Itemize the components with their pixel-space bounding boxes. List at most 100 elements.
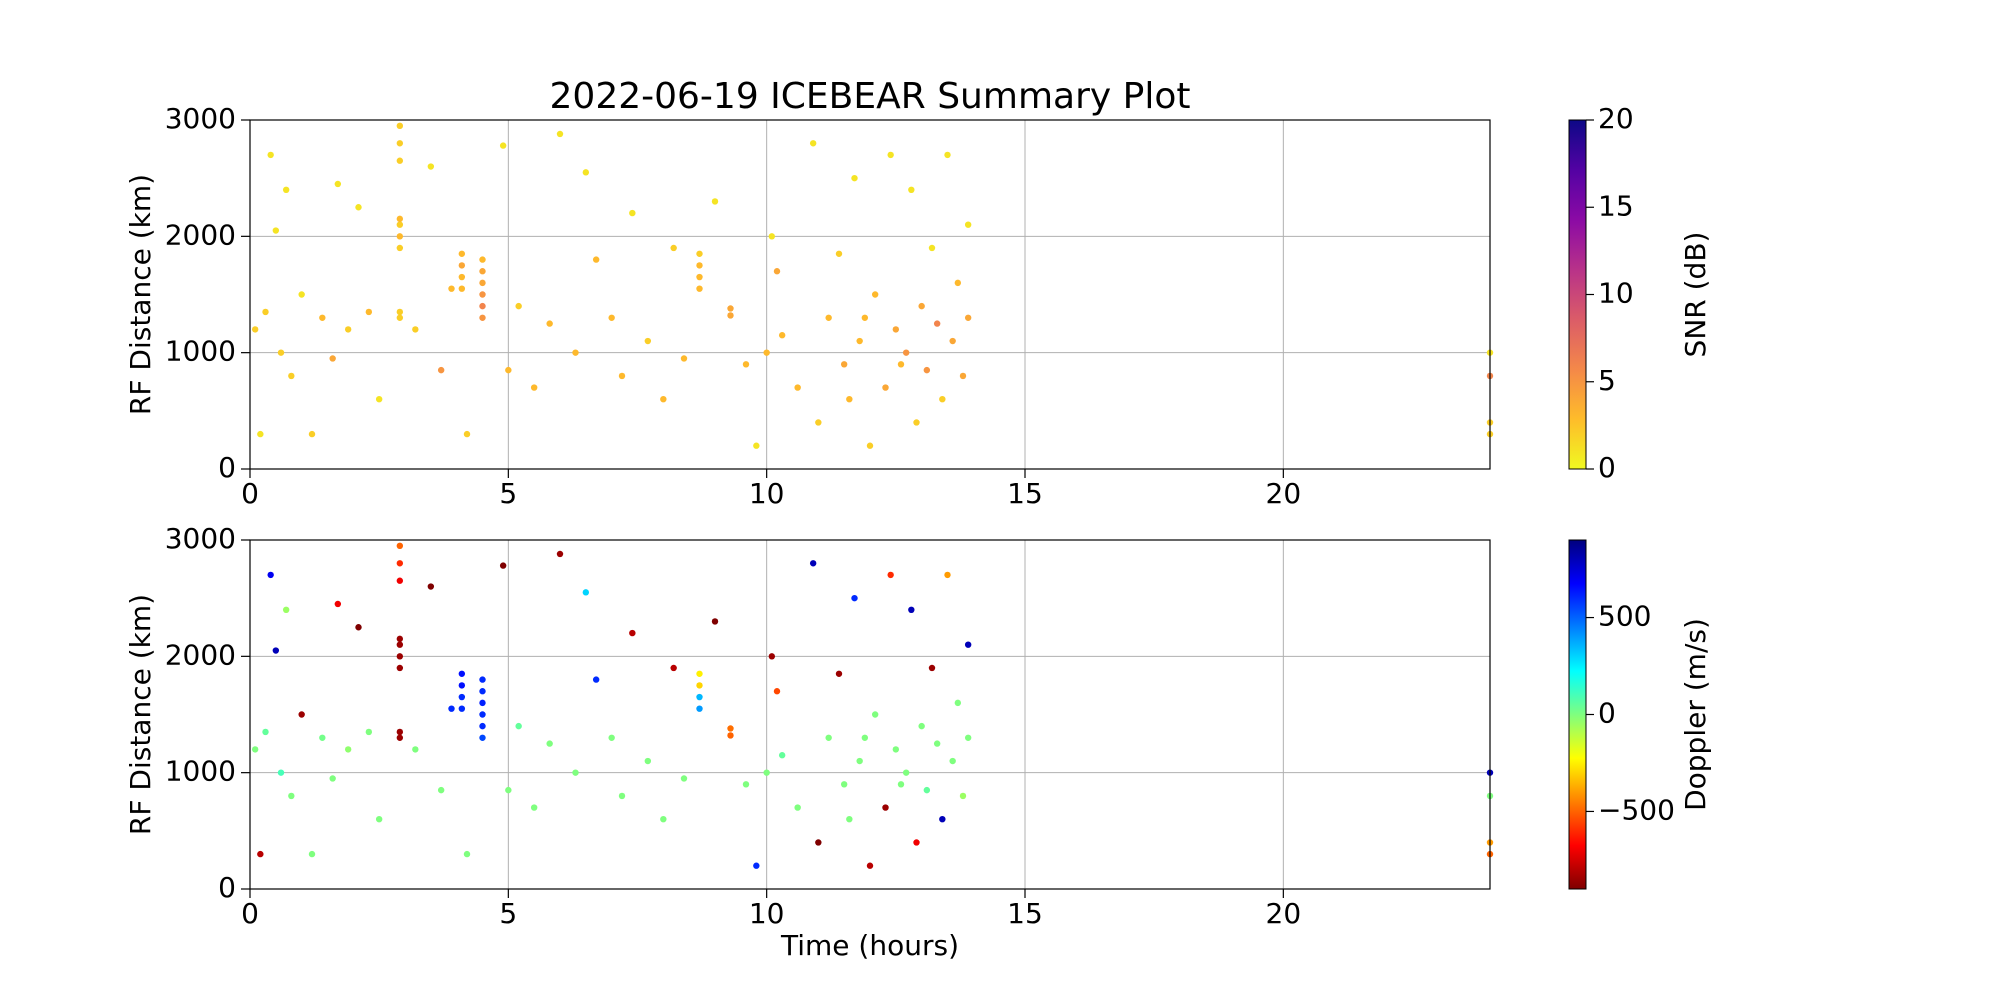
data-point	[329, 355, 336, 362]
data-point	[696, 250, 703, 257]
x-tick-label: 20	[1266, 897, 1302, 930]
data-point	[479, 279, 486, 287]
data-point	[412, 326, 419, 333]
data-point	[448, 705, 455, 712]
data-point	[592, 256, 600, 263]
data-point	[282, 186, 290, 193]
data-point	[660, 816, 667, 823]
data-point	[479, 268, 486, 275]
data-point	[959, 372, 967, 380]
data-point	[251, 326, 259, 333]
data-point	[251, 746, 259, 753]
data-point	[479, 688, 486, 695]
data-point	[825, 314, 832, 321]
data-point	[809, 560, 817, 567]
data-point	[267, 571, 274, 579]
data-point	[753, 862, 760, 869]
data-point	[479, 676, 486, 683]
data-point	[727, 725, 734, 732]
data-point	[902, 349, 910, 356]
data-point	[277, 769, 285, 776]
data-point	[866, 862, 874, 869]
data-point	[815, 839, 822, 846]
data-point	[696, 682, 703, 689]
data-point	[629, 629, 636, 637]
y-axis-label: RF Distance (km)	[124, 174, 157, 415]
data-point	[933, 740, 941, 747]
data-point	[778, 752, 786, 759]
data-point	[479, 711, 486, 718]
data-point	[572, 349, 579, 356]
data-point	[375, 396, 383, 403]
data-point	[680, 355, 688, 362]
data-point	[396, 635, 404, 643]
data-point	[479, 291, 486, 298]
data-point	[861, 734, 869, 741]
data-point	[479, 734, 486, 741]
data-point	[355, 204, 362, 211]
data-point	[479, 314, 486, 321]
data-point	[458, 693, 466, 701]
data-point	[582, 169, 590, 176]
data-point	[308, 430, 316, 438]
data-point	[396, 221, 404, 228]
data-point	[499, 142, 507, 149]
data-point	[866, 442, 874, 449]
x-tick-label: 0	[241, 897, 259, 930]
data-point	[908, 186, 915, 193]
data-point	[959, 792, 967, 800]
y-tick-label: 3000	[165, 102, 236, 135]
data-point	[396, 577, 404, 584]
data-point	[458, 262, 466, 269]
data-point	[882, 804, 889, 811]
x-tick-label: 10	[749, 897, 785, 930]
data-point	[902, 769, 910, 776]
data-point	[319, 734, 326, 741]
data-point	[846, 816, 853, 823]
data-point	[763, 769, 770, 776]
data-point	[298, 291, 305, 298]
y-tick-label: 1000	[165, 755, 236, 788]
data-point	[499, 562, 507, 569]
data-point	[933, 320, 941, 327]
data-point	[458, 705, 466, 712]
colorbar	[1568, 539, 1587, 890]
data-point	[856, 757, 863, 765]
data-point	[794, 384, 801, 391]
data-point	[835, 250, 843, 257]
data-point	[923, 366, 931, 374]
data-point	[897, 781, 905, 788]
colorbar-tick-label: 20	[1598, 102, 1634, 135]
data-point	[887, 571, 894, 579]
data-point	[908, 606, 915, 613]
data-point	[928, 664, 936, 672]
data-point	[660, 396, 667, 403]
data-point	[319, 314, 326, 321]
data-point	[670, 664, 677, 672]
data-point	[949, 337, 956, 345]
data-point	[670, 244, 677, 252]
data-point	[794, 804, 801, 811]
data-point	[365, 308, 373, 316]
data-point	[458, 285, 466, 292]
data-point	[696, 273, 703, 281]
data-point	[608, 314, 615, 321]
data-point	[505, 786, 512, 794]
data-point	[556, 130, 564, 138]
colorbar-label: SNR (dB)	[1679, 232, 1712, 358]
data-point	[257, 430, 264, 438]
data-point	[396, 244, 404, 252]
data-point	[329, 775, 336, 782]
data-point	[396, 734, 404, 741]
data-point	[949, 757, 956, 765]
data-point	[427, 583, 435, 590]
data-point	[840, 781, 848, 788]
x-tick-label: 15	[1007, 477, 1043, 510]
data-point	[815, 419, 822, 426]
data-point	[897, 361, 905, 368]
data-point	[463, 850, 471, 858]
data-point	[572, 769, 579, 776]
data-point	[809, 140, 817, 147]
data-point	[871, 711, 879, 718]
data-point	[427, 163, 435, 170]
